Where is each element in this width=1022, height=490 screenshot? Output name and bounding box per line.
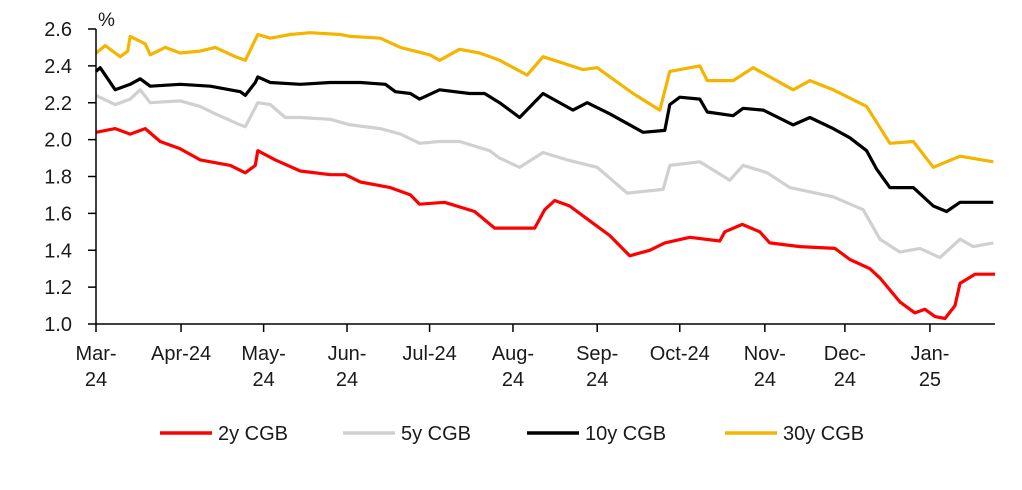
legend: 2y CGB 5y CGB 10y CGB 30y CGB xyxy=(160,423,864,445)
x-tick-label: Mar- xyxy=(75,343,116,365)
y-tick-label: 2.0 xyxy=(44,130,72,152)
series-line-2y-cgb xyxy=(95,127,995,321)
legend-item: 10y CGB xyxy=(527,423,666,445)
x-tick-label: Jul-24 xyxy=(402,343,456,365)
legend-label: 5y CGB xyxy=(401,423,471,445)
y-tick-label: 1.4 xyxy=(44,240,72,262)
y-tick-label: 1.6 xyxy=(44,203,72,225)
x-tick-label: Dec- xyxy=(824,343,866,365)
legend-item: 2y CGB xyxy=(160,423,288,445)
y-tick-label: 2.2 xyxy=(44,93,72,115)
y-tick-label: 2.6 xyxy=(44,19,72,41)
x-tick-label: Aug- xyxy=(492,343,534,365)
series-line-10y-cgb xyxy=(94,66,994,214)
x-tick-label: Oct-24 xyxy=(650,343,710,365)
x-tick-label: Sep- xyxy=(576,343,618,365)
x-tick-label: Jun- xyxy=(328,343,367,365)
x-tick-label: May- xyxy=(241,343,285,365)
x-tick-label-year: 24 xyxy=(502,369,524,391)
y-ticks: 1.0 1.2 1.4 1.6 1.8 2.0 2.2 2.4 2.6 xyxy=(44,19,96,336)
x-tick-label-year: 24 xyxy=(834,369,856,391)
x-tick-label-year: 24 xyxy=(252,369,274,391)
y-tick-label: 1.0 xyxy=(44,314,72,336)
legend-item: 5y CGB xyxy=(343,423,471,445)
x-tick-label-year: 24 xyxy=(754,369,776,391)
x-tick-label-year: 24 xyxy=(85,369,107,391)
x-tick-label: Apr-24 xyxy=(151,343,211,365)
series-line-30y-cgb xyxy=(94,31,994,169)
x-ticks: Mar- 24 Apr-24 May- 24 Jun- 24 Jul-24 Aug- 24 Sep-… xyxy=(75,324,949,391)
legend-label: 10y CGB xyxy=(585,423,666,445)
x-tick-label-year: 24 xyxy=(586,369,608,391)
legend-item: 30y CGB xyxy=(725,423,864,445)
y-axis-unit-label: % xyxy=(98,10,115,31)
legend-label: 30y CGB xyxy=(783,423,864,445)
y-tick-label: 2.4 xyxy=(44,56,72,78)
x-tick-label: Nov- xyxy=(744,343,786,365)
legend-label: 2y CGB xyxy=(218,423,288,445)
x-tick-label-year: 25 xyxy=(919,369,941,391)
y-tick-label: 1.8 xyxy=(44,167,72,189)
series-layer xyxy=(94,31,995,321)
series-line-5y-cgb xyxy=(95,88,994,260)
x-tick-label: Jan- xyxy=(910,343,949,365)
x-tick-label-year: 24 xyxy=(336,369,358,391)
y-tick-label: 1.2 xyxy=(44,277,72,299)
